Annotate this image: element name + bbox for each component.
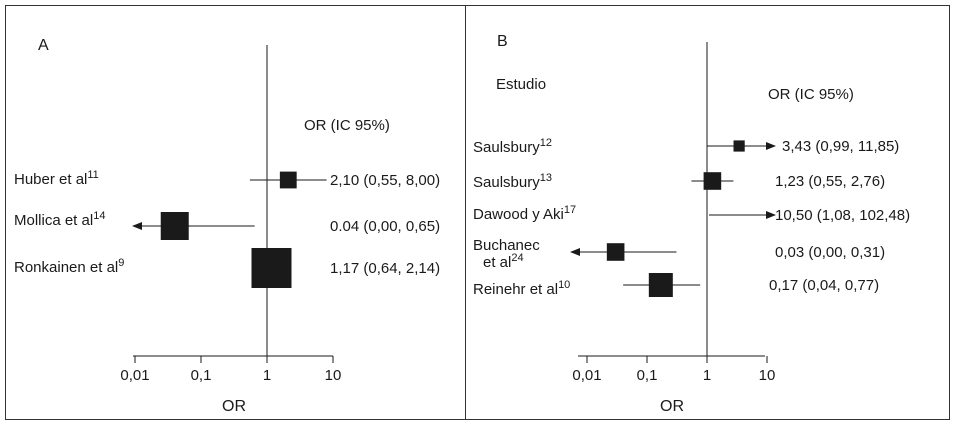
study-reference: 13 <box>540 172 552 184</box>
point-estimate-box <box>160 212 189 240</box>
x-tick-label: 1 <box>703 367 711 384</box>
or-ci-value: 3,43 (0,99, 11,85) <box>782 138 899 155</box>
study-row: Huber et al11 2,10 (0,55, 8,00) <box>14 169 440 189</box>
point-estimate-box <box>733 140 745 152</box>
study-name: Saulsbury <box>473 139 540 156</box>
x-tick-label: 0,1 <box>191 367 212 384</box>
study-name: Mollica et al <box>14 212 93 229</box>
x-tick-label: 0,01 <box>572 367 601 384</box>
study-name: Ronkainen et al <box>14 259 118 276</box>
study-row: Mollica et al14 0.04 (0,00, 0,65) <box>14 210 440 240</box>
x-tick-label: 1 <box>263 367 271 384</box>
study-label-line2: et al24 <box>483 252 524 271</box>
study-label: Buchanec <box>473 237 540 254</box>
panel-a: A OR (IC 95%) 0,01 0,1 1 10 OR Huber et al11 2,1… <box>14 37 440 415</box>
point-estimate-box <box>703 172 722 190</box>
panel-b: B Estudio OR (IC 95%) 0,01 0,1 1 10 OR Saulsbury… <box>473 33 910 415</box>
study-row: Ronkainen et al9 1,17 (0,64, 2,14) <box>14 248 440 288</box>
x-tick-label: 10 <box>759 367 776 384</box>
or-ci-value: 2,10 (0,55, 8,00) <box>330 172 440 189</box>
study-reference: 11 <box>87 169 98 181</box>
study-reference: 9 <box>118 257 124 269</box>
study-name: Dawood y Aki <box>473 206 564 223</box>
study-label: Ronkainen et al9 <box>14 257 124 276</box>
study-name: Reinehr et al <box>473 281 558 298</box>
or-ci-value: 0.04 (0,00, 0,65) <box>330 218 440 235</box>
study-reference: 17 <box>564 204 576 216</box>
study-label: Mollica et al14 <box>14 210 105 229</box>
x-axis-title: OR <box>660 398 684 415</box>
study-label: Saulsbury13 <box>473 172 552 191</box>
study-name: Huber et al <box>14 171 87 188</box>
point-estimate-box <box>251 248 292 288</box>
or-ci-value: 1,17 (0,64, 2,14) <box>330 260 440 277</box>
or-ci-value: 1,23 (0,55, 2,76) <box>775 173 885 190</box>
study-row: Reinehr et al10 0,17 (0,04, 0,77) <box>473 273 879 298</box>
study-reference: 14 <box>93 210 105 222</box>
study-reference: 24 <box>511 252 523 264</box>
panel-label: A <box>38 37 49 54</box>
x-tick-label: 10 <box>325 367 342 384</box>
study-name: Buchanec <box>473 237 540 254</box>
study-label: Huber et al11 <box>14 169 99 188</box>
x-tick-label: 0,01 <box>120 367 149 384</box>
x-axis-title: OR <box>222 398 246 415</box>
study-label: Dawood y Aki17 <box>473 204 576 223</box>
panel-label: B <box>497 33 508 50</box>
or-ci-value: 0,03 (0,00, 0,31) <box>775 244 885 261</box>
study-reference: 12 <box>540 137 552 149</box>
study-column-header: Estudio <box>496 76 546 93</box>
point-estimate-box <box>648 273 673 297</box>
study-label: Reinehr et al10 <box>473 279 570 298</box>
point-estimate-box <box>279 171 297 189</box>
point-estimate-box <box>606 243 625 261</box>
study-label: Saulsbury12 <box>473 137 552 156</box>
figure-border <box>5 5 950 420</box>
study-row: Dawood y Aki17 10,50 (1,08, 102,48) <box>473 204 910 224</box>
or-ci-value: 0,17 (0,04, 0,77) <box>769 277 879 294</box>
study-row: Saulsbury13 1,23 (0,55, 2,76) <box>473 172 885 191</box>
study-row: Saulsbury12 3,43 (0,99, 11,85) <box>473 137 899 156</box>
study-reference: 10 <box>558 279 570 291</box>
or-ci-value: 10,50 (1,08, 102,48) <box>775 207 910 224</box>
or-column-header: OR (IC 95%) <box>768 86 854 103</box>
or-column-header: OR (IC 95%) <box>304 117 390 134</box>
x-tick-label: 0,1 <box>637 367 658 384</box>
study-name: Saulsbury <box>473 174 540 191</box>
study-name-cont: et al <box>483 254 511 271</box>
